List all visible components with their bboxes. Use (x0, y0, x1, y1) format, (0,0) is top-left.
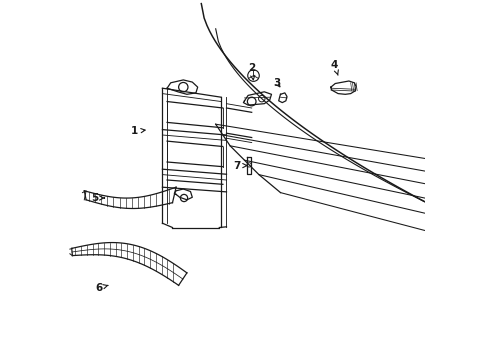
Text: 7: 7 (233, 161, 246, 171)
Text: 2: 2 (247, 63, 255, 80)
Text: 1: 1 (131, 126, 145, 136)
Text: 6: 6 (95, 283, 108, 293)
Text: 3: 3 (273, 78, 280, 88)
Text: 4: 4 (330, 60, 338, 75)
Text: 5: 5 (91, 193, 104, 203)
